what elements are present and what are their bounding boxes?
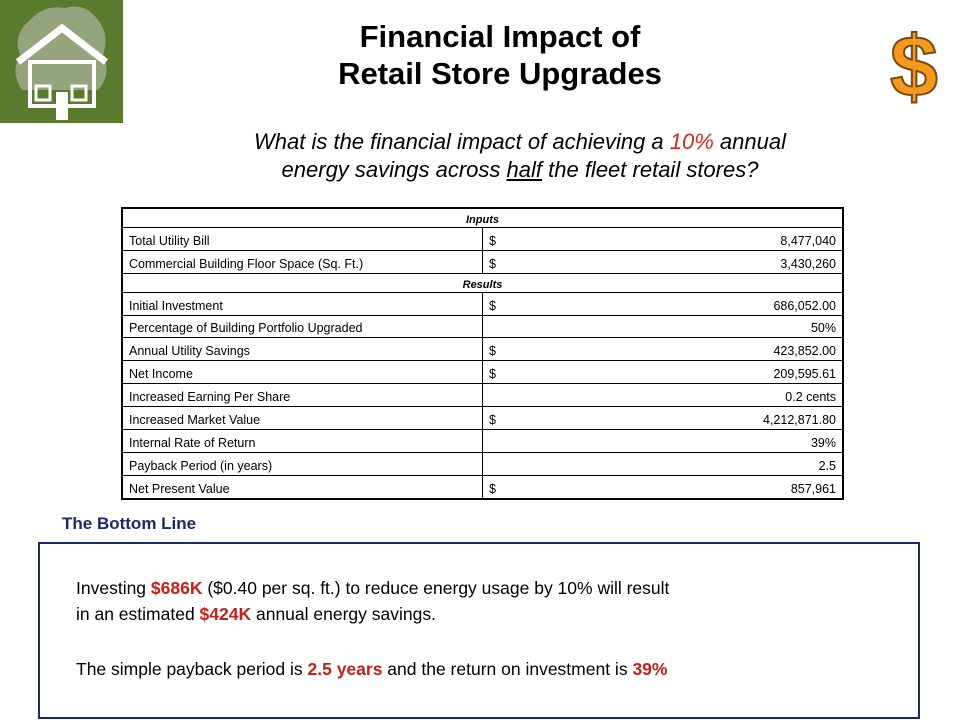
subtitle-text: the fleet retail stores? [542, 157, 759, 182]
currency-symbol: $ [489, 367, 496, 382]
row-label: Initial Investment [122, 291, 483, 316]
row-value: 2.5 [482, 452, 843, 476]
row-value: $686,052.00 [482, 291, 843, 316]
subtitle-text: annual [713, 129, 786, 154]
row-label: Internal Rate of Return [122, 429, 483, 454]
text-run: and the return on investment is [382, 659, 633, 679]
row-value: 39% [482, 429, 843, 454]
currency-symbol: $ [489, 482, 496, 496]
subtitle-underlined: half [506, 157, 543, 182]
subtitle-question: What is the financial impact of achievin… [160, 128, 880, 184]
row-label: Increased Earning Per Share [122, 383, 483, 408]
row-label: Commercial Building Floor Space (Sq. Ft.… [122, 249, 483, 274]
page-title: Financial Impact of Retail Store Upgrade… [230, 18, 770, 92]
table-row: Net Income $209,595.61 [122, 360, 843, 385]
bottom-line-box: Investing $686K ($0.40 per sq. ft.) to r… [38, 542, 920, 719]
row-label: Percentage of Building Portfolio Upgrade… [122, 314, 483, 339]
table-row: Payback Period (in years) 2.5 [122, 452, 843, 476]
table-row: Initial Investment $686,052.00 [122, 291, 843, 316]
house-tree-logo [0, 0, 123, 123]
currency-symbol: $ [489, 413, 496, 428]
value-text: 39% [810, 436, 836, 451]
value-text: 209,595.61 [773, 367, 836, 382]
text-run: annual energy savings. [251, 604, 436, 624]
bottom-line-heading: The Bottom Line [62, 514, 197, 533]
text-run: in an estimated [76, 604, 200, 624]
value-text: 0.2 cents [785, 390, 836, 405]
table-row: Net Present Value $857,961 [122, 474, 843, 500]
highlight-investment: $686K [150, 578, 203, 598]
dollar-sign-icon: $ [886, 18, 946, 116]
financial-table: Inputs Total Utility Bill $8,477,040 Com… [121, 207, 844, 500]
row-value: $3,430,260 [482, 249, 843, 274]
row-value: 0.2 cents [482, 383, 843, 408]
text-run: The simple payback period is [76, 659, 308, 679]
text-run: ($0.40 per sq. ft.) to reduce energy usa… [202, 578, 670, 598]
row-label: Net Income [122, 360, 483, 385]
value-text: 857,961 [790, 482, 836, 496]
row-label: Total Utility Bill [122, 226, 483, 251]
row-label: Increased Market Value [122, 406, 483, 431]
section-header-row: Results [122, 272, 843, 293]
table-row: Percentage of Building Portfolio Upgrade… [122, 314, 843, 339]
value-text: 3,430,260 [780, 256, 836, 271]
row-value: $857,961 [482, 474, 843, 500]
text-run: Investing [76, 578, 151, 598]
inputs-header: Inputs [122, 208, 843, 228]
bottom-line-paragraph-2: The simple payback period is 2.5 years a… [76, 656, 906, 682]
results-header: Results [122, 272, 843, 293]
row-value: $209,595.61 [482, 360, 843, 385]
table-row: Commercial Building Floor Space (Sq. Ft.… [122, 249, 843, 274]
row-value: $423,852.00 [482, 337, 843, 362]
value-text: 686,052.00 [773, 298, 836, 313]
value-text: 2.5 [818, 458, 836, 473]
currency-symbol: $ [489, 298, 496, 313]
highlight-roi: 39% [632, 659, 668, 679]
value-text: 50% [810, 321, 836, 336]
row-label: Net Present Value [122, 474, 483, 500]
value-text: 8,477,040 [780, 233, 836, 248]
section-header-row: Inputs [122, 208, 843, 228]
value-text: 423,852.00 [773, 344, 836, 359]
currency-symbol: $ [489, 256, 496, 271]
table-row: Annual Utility Savings $423,852.00 [122, 337, 843, 362]
row-label: Payback Period (in years) [122, 452, 483, 476]
table-row: Increased Market Value $4,212,871.80 [122, 406, 843, 431]
currency-symbol: $ [489, 344, 496, 359]
highlight-savings: $424K [199, 604, 252, 624]
table-row: Increased Earning Per Share 0.2 cents [122, 383, 843, 408]
subtitle-text: What is the financial impact of achievin… [254, 129, 670, 154]
title-line-2: Retail Store Upgrades [338, 56, 662, 91]
subtitle-text: energy savings across [281, 157, 507, 182]
value-text: 4,212,871.80 [763, 413, 836, 428]
table-row: Internal Rate of Return 39% [122, 429, 843, 454]
highlight-payback: 2.5 years [307, 659, 383, 679]
row-value: $4,212,871.80 [482, 406, 843, 431]
currency-symbol: $ [489, 233, 496, 248]
title-line-1: Financial Impact of [359, 19, 641, 54]
row-value: $8,477,040 [482, 226, 843, 251]
svg-text:$: $ [890, 20, 938, 110]
bottom-line-paragraph-1: Investing $686K ($0.40 per sq. ft.) to r… [76, 575, 906, 627]
table-row: Total Utility Bill $8,477,040 [122, 226, 843, 251]
subtitle-percent: 10% [669, 129, 714, 154]
row-label: Annual Utility Savings [122, 337, 483, 362]
row-value: 50% [482, 314, 843, 339]
